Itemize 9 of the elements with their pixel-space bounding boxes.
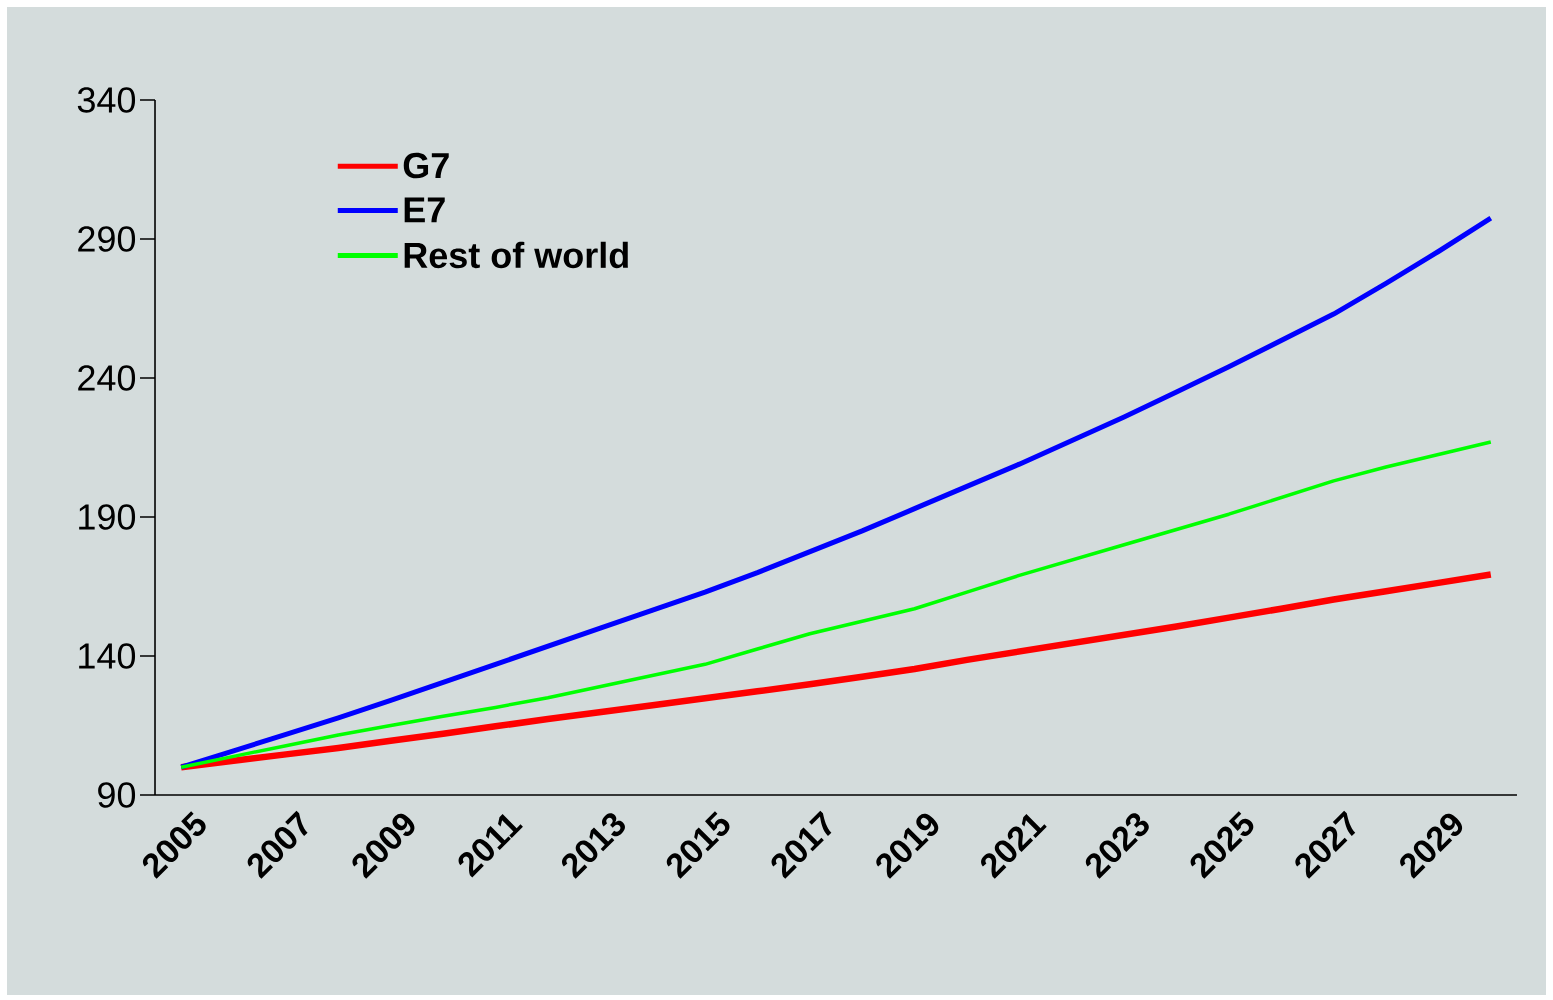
y-tick-label: 290 bbox=[78, 226, 136, 252]
legend-label: Rest of world bbox=[404, 241, 628, 269]
legend-label: G7 bbox=[403, 152, 449, 179]
y-tick-label: 90 bbox=[98, 782, 136, 808]
y-tick-label: 190 bbox=[79, 504, 136, 530]
y-tick-label: 140 bbox=[79, 643, 136, 669]
y-tick-label: 240 bbox=[78, 365, 136, 391]
y-tick-label: 340 bbox=[77, 87, 136, 113]
legend-label: E7 bbox=[404, 197, 445, 223]
